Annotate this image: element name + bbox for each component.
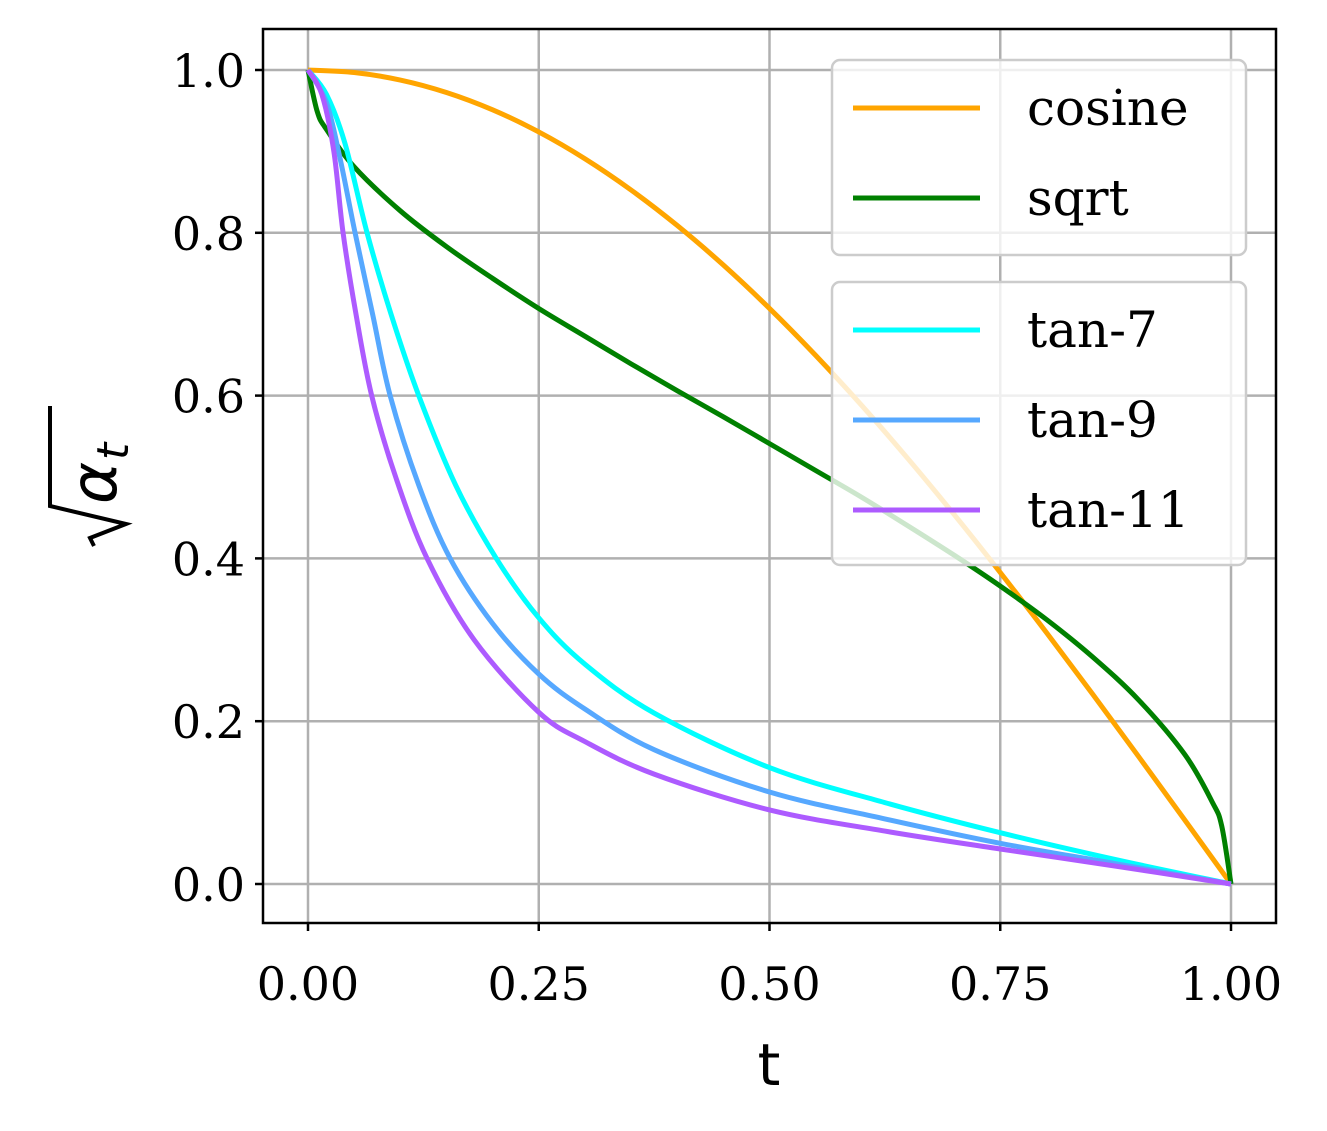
- legend-label-tan-9: tan-9: [1027, 391, 1158, 449]
- y-tick-label: 0.6: [172, 370, 245, 424]
- y-axis-label-radicand: α: [58, 462, 132, 504]
- legend-label-sqrt: sqrt: [1027, 169, 1129, 227]
- legends: cosine sqrt tan-7 tan-9 tan-11: [830, 58, 1248, 567]
- y-tick-label: 0.2: [172, 695, 245, 749]
- y-axis-label: α t: [48, 406, 139, 547]
- y-axis-label-subscript: t: [88, 441, 139, 460]
- series-line-tan-11: [305, 68, 1232, 887]
- y-tick-label: 0.0: [172, 858, 245, 912]
- x-tick-label: 0.25: [488, 957, 590, 1011]
- x-tick-label: 0.00: [257, 957, 359, 1011]
- x-tick-label: 1.00: [1180, 957, 1282, 1011]
- series-lines: [305, 67, 1234, 887]
- legend-box: [830, 280, 1248, 567]
- series-line-tan-7: [306, 68, 1232, 887]
- x-tick-label: 0.75: [949, 957, 1051, 1011]
- ticks: 0.00 0.25 0.50 0.75 1.00 0.0 0.2 0.4 0.6 0.8 1.0: [172, 44, 1282, 1011]
- y-tick-label: 1.0: [172, 44, 245, 98]
- y-tick-label: 0.8: [172, 207, 245, 261]
- series-line-cosine: [307, 67, 1234, 886]
- radical-sign: [48, 406, 133, 547]
- legend-label-tan-7: tan-7: [1027, 301, 1158, 359]
- x-tick-label: 0.50: [718, 957, 820, 1011]
- series-line-sqrt: [305, 69, 1234, 885]
- legend-1: cosine sqrt: [830, 58, 1248, 257]
- legend-label-tan-11: tan-11: [1027, 481, 1190, 539]
- legend-2: tan-7 tan-9 tan-11: [830, 280, 1248, 567]
- y-tick-label: 0.4: [172, 532, 245, 586]
- series-line-tan-9: [305, 68, 1232, 887]
- x-axis-label: t: [758, 1031, 781, 1099]
- legend-label-cosine: cosine: [1027, 79, 1189, 137]
